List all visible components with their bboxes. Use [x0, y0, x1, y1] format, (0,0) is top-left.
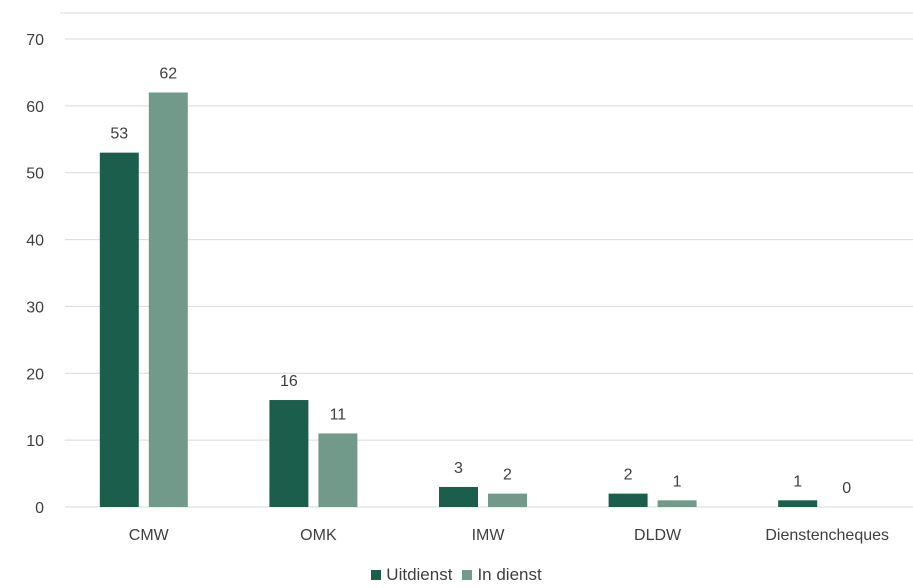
bar-in-dienst	[657, 500, 697, 507]
bar-uitdienst	[99, 152, 139, 507]
y-tick-label: 0	[35, 500, 44, 517]
legend-swatch-uitdienst	[371, 570, 382, 580]
bar-uitdienst	[778, 500, 818, 507]
legend-label-uitdienst: Uitdienst	[386, 565, 453, 584]
y-axis-ticks: 0 10 20 30 40 50 60 70	[26, 32, 44, 517]
data-label: 2	[624, 467, 633, 484]
bar-uitdienst	[608, 493, 648, 507]
data-label: 16	[280, 373, 298, 390]
y-tick-label: 50	[26, 166, 44, 183]
bar-in-dienst	[148, 92, 188, 507]
y-tick-label: 30	[26, 299, 44, 316]
x-category-label: CMW	[129, 527, 170, 544]
bar-in-dienst	[318, 433, 358, 507]
x-category-label: Dienstencheques	[765, 527, 889, 544]
bar-uitdienst	[269, 400, 309, 507]
legend-swatch-in-dienst	[462, 570, 473, 580]
legend-item-in-dienst: In dienst	[462, 565, 542, 585]
legend-item-uitdienst: Uitdienst	[371, 565, 452, 585]
legend-label-in-dienst: In dienst	[477, 565, 542, 584]
data-label: 3	[454, 460, 463, 477]
y-tick-label: 10	[26, 433, 44, 450]
y-tick-label: 60	[26, 99, 44, 116]
x-axis-categories: CMW OMK IMW DLDW Dienstencheques	[129, 527, 889, 544]
y-tick-label: 70	[26, 32, 44, 49]
data-label: 1	[793, 473, 802, 490]
x-category-label: OMK	[300, 527, 337, 544]
x-category-label: IMW	[472, 527, 506, 544]
data-label: 62	[159, 65, 177, 82]
bars	[99, 92, 818, 507]
data-label: 11	[330, 406, 347, 423]
data-label: 2	[503, 467, 512, 484]
data-label: 53	[110, 126, 128, 143]
data-label: 0	[842, 480, 851, 497]
bar-in-dienst	[488, 493, 527, 507]
data-label: 1	[673, 473, 682, 490]
bar-uitdienst	[439, 486, 478, 507]
y-tick-label: 40	[26, 233, 44, 250]
x-category-label: DLDW	[634, 527, 682, 544]
y-tick-label: 20	[26, 366, 44, 383]
gridlines	[65, 38, 913, 508]
legend: Uitdienst In dienst	[0, 565, 913, 585]
